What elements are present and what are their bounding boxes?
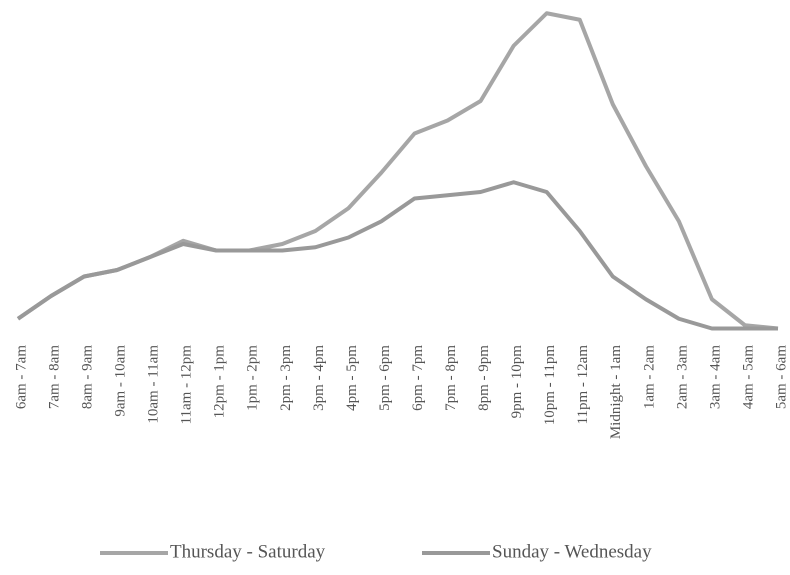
x-tick-label: 4am - 5am: [740, 345, 756, 409]
x-tick-label: 2pm - 3pm: [278, 345, 294, 411]
x-tick-label: 6am - 7am: [13, 345, 29, 409]
x-tick-label: 10pm - 11pm: [542, 345, 558, 426]
x-tick-label: 7am - 8am: [46, 345, 62, 409]
x-tick-label: 8pm - 9pm: [476, 345, 492, 411]
x-tick-label: 5pm - 6pm: [377, 345, 393, 411]
series-line: [16, 11, 779, 331]
x-tick-label: 3am - 4am: [707, 345, 723, 409]
legend-label: Thursday - Saturday: [170, 541, 326, 562]
x-tick-label: 6pm - 7pm: [410, 345, 426, 411]
x-tick-label: 2am - 3am: [674, 345, 690, 409]
x-tick-label: 10am - 11am: [146, 345, 162, 424]
x-tick-label: 7pm - 8pm: [443, 345, 459, 411]
x-tick-label: 1am - 2am: [641, 345, 657, 409]
x-tick-label: 9pm - 10pm: [509, 345, 525, 419]
x-tick-label: 4pm - 5pm: [344, 345, 360, 411]
legend-label: Sunday - Wednesday: [492, 541, 652, 562]
series-line: [16, 180, 778, 331]
x-tick-label: 8am - 9am: [80, 345, 96, 409]
x-tick-label: 12pm - 1pm: [212, 345, 228, 419]
x-tick-label: 11am - 12pm: [179, 345, 195, 425]
x-tick-label: Midnight - 1am: [608, 345, 624, 439]
x-tick-label: 5am - 6am: [773, 345, 789, 409]
x-tick-label: 11pm - 12am: [575, 345, 591, 425]
x-tick-label: 3pm - 4pm: [311, 345, 327, 411]
x-tick-label: 1pm - 2pm: [245, 345, 261, 411]
x-tick-label: 9am - 10am: [113, 345, 129, 417]
